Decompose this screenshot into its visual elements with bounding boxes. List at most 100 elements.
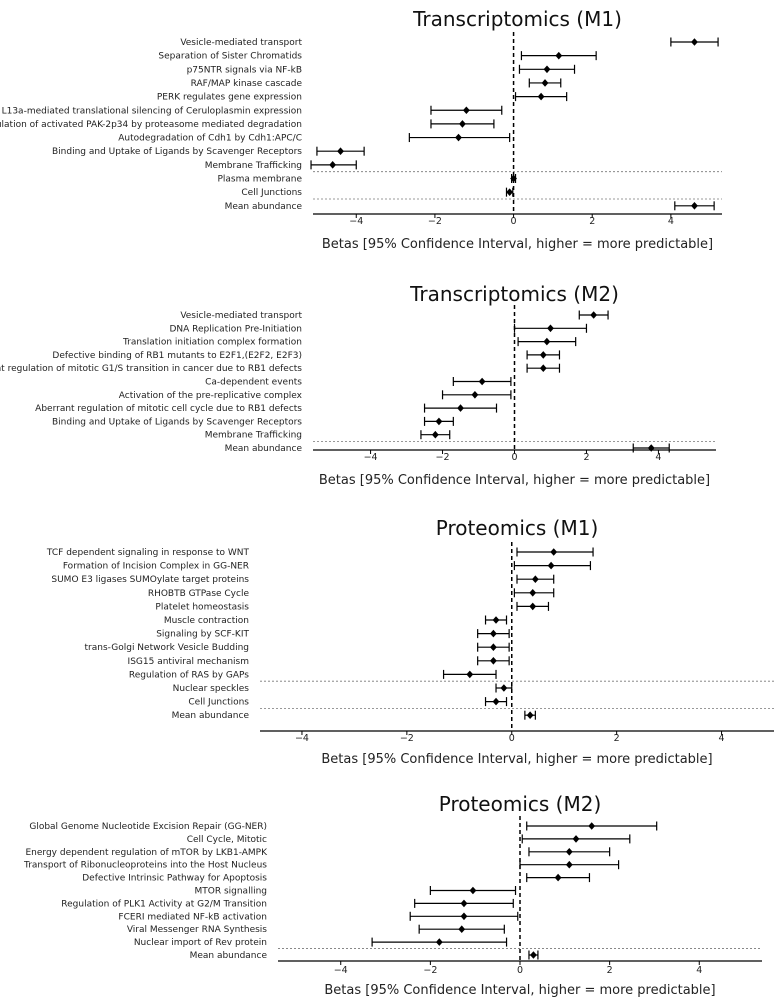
beta-point-marker <box>435 938 443 946</box>
forest-plot-svg: Proteomics (M1) TCF dependent signaling i… <box>46 516 774 767</box>
beta-point-marker <box>459 120 466 128</box>
row-label: Cell Cycle, Mitotic <box>187 835 267 845</box>
beta-point-marker <box>466 670 474 679</box>
forest-plot-transcriptomics-m1: Transcriptomics (M1) Vesicle-mediated tra… <box>0 0 775 262</box>
row-label: SUMO E3 ligases SUMOylate target protein… <box>51 575 249 585</box>
beta-point-marker <box>531 575 539 583</box>
beta-point-marker <box>565 848 573 856</box>
beta-point-marker <box>510 174 517 183</box>
beta-point-marker <box>691 202 698 210</box>
beta-point-marker <box>550 548 558 556</box>
row-label: Aberrant regulation of mitotic cell cycl… <box>35 404 302 414</box>
row-label: Defective Intrinsic Pathway for Apoptosi… <box>82 874 267 884</box>
beta-point-marker <box>435 417 443 426</box>
x-axis-label: Betas [95% Confidence Interval, higher =… <box>322 237 713 252</box>
row-label: Mean abundance <box>190 951 268 961</box>
x-tick-label: −4 <box>295 733 309 744</box>
beta-point-marker <box>460 899 468 908</box>
beta-point-marker <box>554 873 562 882</box>
x-tick-label: −2 <box>423 965 437 976</box>
row-label: Muscle contraction <box>164 616 249 626</box>
beta-point-marker <box>457 404 464 412</box>
row-label: Cell Junctions <box>241 188 302 198</box>
forest-plot-svg: Transcriptomics (M2) Vesicle-mediated tra… <box>0 282 716 488</box>
beta-point-marker <box>543 337 551 346</box>
row-label: FCERI mediated NF-kB activation <box>118 912 267 922</box>
beta-point-marker <box>537 92 545 101</box>
row-label: TCF dependent signaling in response to W… <box>46 548 250 558</box>
x-tick-label: 4 <box>655 452 661 463</box>
beta-point-marker <box>529 602 537 611</box>
x-tick-label: 4 <box>668 216 674 227</box>
row-label: Membrane Trafficking <box>205 161 302 171</box>
beta-point-marker <box>539 364 547 372</box>
row-label: Platelet homeostasis <box>155 602 249 612</box>
x-tick-label: −2 <box>400 733 414 744</box>
row-label: Binding and Uptake of Ligands by Scaveng… <box>52 147 302 157</box>
forest-plot-proteomics-m2: Proteomics (M2) Global Genome Nucleotide … <box>0 786 775 1004</box>
beta-point-marker <box>555 51 563 60</box>
row-label: Plasma membrane <box>217 175 302 185</box>
row-label: Mean abundance <box>172 711 250 721</box>
beta-point-marker <box>469 886 477 895</box>
row-label: ISG15 antiviral mechanism <box>128 657 249 667</box>
x-axis-label: Betas [95% Confidence Interval, higher =… <box>321 752 712 767</box>
row-label: MTOR signalling <box>194 887 267 897</box>
x-tick-label: 4 <box>719 733 725 744</box>
beta-point-marker <box>506 188 514 196</box>
row-label: Transport of Ribonucleoproteins into the… <box>23 861 267 871</box>
row-label: Signaling by SCF-KIT <box>156 630 249 640</box>
beta-point-marker <box>471 391 479 399</box>
beta-point-marker <box>337 147 344 155</box>
row-label: Ca-dependent events <box>205 378 302 388</box>
row-label: Translation initiation complex formation <box>122 338 302 348</box>
chart-title: Proteomics (M1) <box>436 516 599 540</box>
row-label: Aberrant regulation of mitotic G1/S tran… <box>0 364 302 374</box>
beta-point-marker <box>458 925 466 933</box>
forest-plot-transcriptomics-m2: Transcriptomics (M2) Vesicle-mediated tra… <box>0 277 775 497</box>
beta-point-marker <box>539 351 547 359</box>
beta-point-marker <box>547 561 555 570</box>
x-tick-label: 0 <box>517 965 523 976</box>
beta-point-marker <box>590 311 598 319</box>
chart-title: Transcriptomics (M2) <box>409 282 619 306</box>
row-label: Vesicle-mediated transport <box>180 38 302 48</box>
row-label: Global Genome Nucleotide Excision Repair… <box>29 822 267 832</box>
row-label: Separation of Sister Chromatids <box>158 52 302 62</box>
x-tick-label: −4 <box>364 452 378 463</box>
forest-plot-proteomics-m1: Proteomics (M1) TCF dependent signaling i… <box>0 509 775 771</box>
x-tick-label: 0 <box>511 452 517 463</box>
beta-point-marker <box>492 697 500 706</box>
beta-point-marker <box>462 106 470 115</box>
row-label: Vesicle-mediated transport <box>180 311 302 321</box>
forest-plot-svg: Transcriptomics (M1) Vesicle-mediated tra… <box>0 7 722 252</box>
row-label: Energy dependent regulation of mTOR by L… <box>25 848 268 858</box>
x-axis-label: Betas [95% Confidence Interval, higher =… <box>319 473 710 488</box>
beta-point-marker <box>489 629 497 638</box>
x-tick-label: 4 <box>696 965 702 976</box>
row-label: p75NTR signals via NF-kB <box>187 65 302 75</box>
row-label: Formation of Incision Complex in GG-NER <box>63 562 249 572</box>
x-tick-label: 0 <box>509 733 515 744</box>
chart-title: Proteomics (M2) <box>439 792 602 816</box>
row-label: Nuclear import of Rev protein <box>134 938 267 948</box>
row-label: L13a-mediated translational silencing of… <box>2 106 302 116</box>
beta-point-marker <box>543 65 551 74</box>
row-label: PERK regulates gene expression <box>157 93 302 103</box>
row-label: Nuclear speckles <box>173 684 250 694</box>
beta-point-marker <box>431 430 439 439</box>
x-tick-label: 2 <box>614 733 620 744</box>
x-tick-label: 0 <box>511 216 517 227</box>
beta-point-marker <box>565 860 573 869</box>
beta-point-marker <box>500 684 508 692</box>
row-label: Regulation of PLK1 Activity at G2/M Tran… <box>61 899 267 909</box>
row-label: Activation of the pre-replicative comple… <box>119 391 303 401</box>
beta-point-marker <box>647 444 655 452</box>
forest-plot-svg: Proteomics (M2) Global Genome Nucleotide … <box>23 792 762 998</box>
row-label: Cell Junctions <box>188 698 249 708</box>
x-tick-label: −2 <box>428 216 442 227</box>
x-tick-label: 2 <box>607 965 613 976</box>
row-label: Autodegradation of Cdh1 by Cdh1:APC/C <box>118 134 302 144</box>
beta-point-marker <box>529 589 537 597</box>
beta-point-marker <box>588 822 596 830</box>
